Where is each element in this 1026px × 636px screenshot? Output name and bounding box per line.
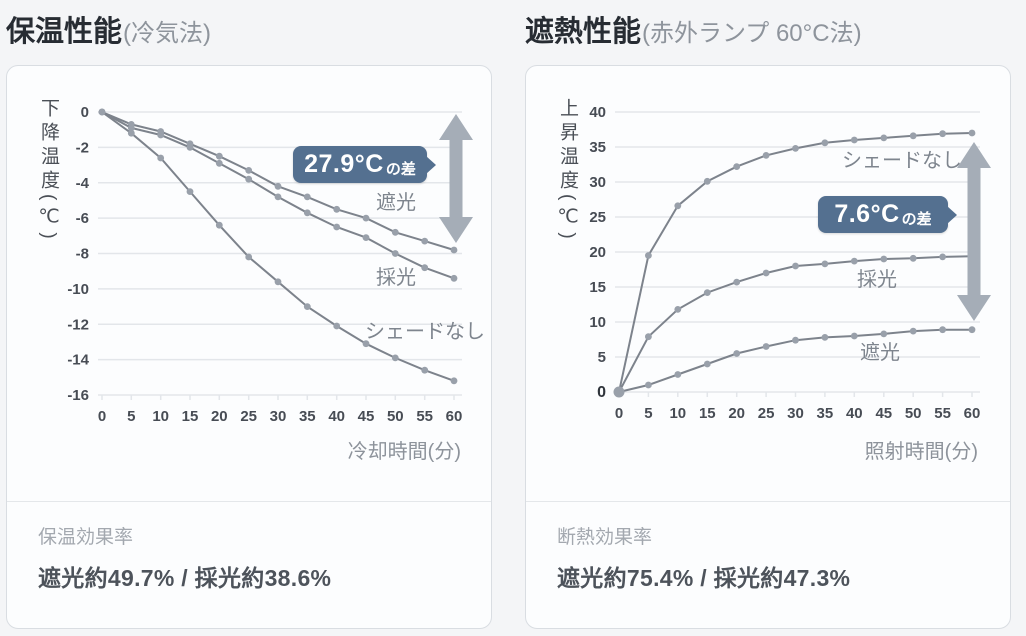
series-1: 採光	[98, 108, 458, 289]
svg-text:15: 15	[699, 405, 716, 422]
difference-arrow-icon	[957, 142, 991, 321]
effect-rate-label: 保温効果率	[38, 527, 134, 548]
svg-text:20: 20	[589, 244, 606, 261]
svg-text:0: 0	[81, 104, 89, 121]
svg-text:-2: -2	[76, 139, 89, 156]
badge-pointer-icon	[426, 155, 436, 174]
difference-suffix: の差	[385, 160, 416, 178]
gridlines	[98, 111, 462, 396]
y-axis-ticks: 0 -2 -4 -6 -8 -10 -12 -14 -16	[67, 104, 89, 404]
series-label: 遮光	[376, 191, 416, 214]
chart-svg: 0 5 10 15 20 25 30 35 40 45 50 55 60 0 -2 -4 -6 -8 -10 -12 -…	[67, 104, 485, 463]
svg-text:55: 55	[934, 405, 951, 422]
difference-arrow-icon	[439, 114, 473, 243]
svg-text:0: 0	[597, 384, 606, 401]
heat-retention-chart: 0 5 10 15 20 25 30 35 40 45 50 55 60 0 -2 -4 -6 -8 -10 -12 -…	[7, 66, 491, 501]
badge-pointer-icon	[947, 205, 957, 224]
svg-text:50: 50	[387, 408, 404, 425]
difference-value: 27.9°C	[304, 150, 384, 178]
series-2: 遮光	[615, 326, 976, 396]
x-axis-ticks: 0 5 10 15 20 25 30 35 40 45 50 55 60	[615, 392, 981, 422]
heat-shielding-card: 0 5 10 15 20 25 30 35 40 45 50 55 60 40 35 30 25 20 15 10 5 0…	[525, 65, 1011, 629]
svg-text:-10: -10	[67, 281, 89, 298]
series-1: 採光	[615, 252, 976, 396]
svg-text:0: 0	[615, 405, 623, 422]
svg-text:-6: -6	[76, 210, 89, 227]
svg-text:40: 40	[846, 405, 863, 422]
series-label: 採光	[376, 266, 416, 289]
heat-shielding-chart-area: 0 5 10 15 20 25 30 35 40 45 50 55 60 40 35 30 25 20 15 10 5 0…	[526, 66, 1010, 501]
difference-suffix: の差	[901, 210, 932, 228]
effect-rate-label: 断熱効果率	[557, 527, 653, 548]
heat-retention-card: 0 5 10 15 20 25 30 35 40 45 50 55 60 0 -2 -4 -6 -8 -10 -12 -…	[6, 65, 492, 629]
svg-text:-8: -8	[76, 246, 89, 263]
svg-text:15: 15	[589, 279, 606, 296]
heat-retention-title: 保温性能 (冷気法)	[6, 8, 492, 54]
heat-retention-chart-area: 0 5 10 15 20 25 30 35 40 45 50 55 60 0 -2 -4 -6 -8 -10 -12 -…	[7, 66, 491, 501]
svg-text:50: 50	[905, 405, 922, 422]
series-label: シェードなし	[365, 321, 485, 343]
x-axis-label: 冷却時間(分)	[348, 440, 461, 463]
svg-text:35: 35	[299, 408, 316, 425]
svg-text:-12: -12	[67, 316, 89, 333]
svg-text:40: 40	[328, 408, 345, 425]
gridlines	[615, 111, 980, 393]
y-axis-title: 上昇温度(℃)	[557, 98, 578, 244]
svg-text:0: 0	[98, 408, 106, 425]
svg-text:35: 35	[589, 139, 606, 156]
svg-text:5: 5	[598, 349, 606, 366]
svg-text:60: 60	[964, 405, 981, 422]
svg-text:25: 25	[758, 405, 775, 422]
svg-text:45: 45	[358, 408, 375, 425]
svg-text:35: 35	[817, 405, 834, 422]
y-axis-ticks: 40 35 30 25 20 15 10 5 0	[589, 104, 606, 401]
series-label: シェードなし	[842, 150, 962, 172]
heat-shielding-footer: 断熱効果率 遮光約75.4% / 採光約47.3%	[526, 501, 1010, 628]
effect-rate-value: 遮光約75.4% / 採光約47.3%	[557, 565, 851, 591]
svg-text:10: 10	[669, 405, 686, 422]
series-0: シェードなし	[615, 129, 976, 396]
origin-dot	[613, 386, 625, 398]
svg-text:30: 30	[787, 405, 804, 422]
svg-text:30: 30	[270, 408, 287, 425]
heat-retention-panel: 保温性能 (冷気法) 0 5 10 15 20 25 30 35 40 45 50 55 60 0 -2 -4…	[6, 6, 492, 629]
svg-text:30: 30	[589, 174, 606, 191]
effect-rate-value: 遮光約49.7% / 採光約38.6%	[38, 565, 332, 591]
svg-text:15: 15	[182, 408, 199, 425]
svg-text:10: 10	[152, 408, 169, 425]
title-main: 遮熱性能	[525, 16, 642, 48]
series-2: シェードなし	[98, 108, 485, 385]
svg-text:-16: -16	[67, 387, 89, 404]
x-axis-label: 照射時間(分)	[865, 440, 978, 463]
svg-text:60: 60	[446, 408, 463, 425]
svg-text:-4: -4	[76, 175, 90, 192]
series-label: 遮光	[860, 341, 900, 364]
difference-badge: 7.6°C の差	[818, 196, 957, 233]
heat-shielding-title: 遮熱性能 (赤外ランプ 60°C法)	[525, 8, 1011, 54]
difference-badge: 27.9°C の差	[293, 146, 436, 183]
x-axis-ticks: 0 5 10 15 20 25 30 35 40 45 50 55 60	[98, 395, 463, 425]
y-axis-title: 下降温度(℃)	[38, 98, 59, 244]
title-method: (赤外ランプ 60°C法)	[642, 20, 862, 47]
svg-text:55: 55	[416, 408, 433, 425]
svg-text:25: 25	[589, 209, 606, 226]
heat-shielding-chart: 0 5 10 15 20 25 30 35 40 45 50 55 60 40 35 30 25 20 15 10 5 0…	[526, 66, 1010, 501]
series-label: 採光	[857, 268, 897, 291]
svg-text:20: 20	[211, 408, 228, 425]
heat-shielding-panel: 遮熱性能 (赤外ランプ 60°C法) 0 5 10 15 20 25 30 35 40 45 50 5…	[525, 6, 1011, 629]
svg-text:10: 10	[589, 314, 606, 331]
svg-text:20: 20	[728, 405, 745, 422]
svg-text:-14: -14	[67, 352, 89, 369]
svg-text:40: 40	[589, 104, 606, 121]
title-method: (冷気法)	[123, 20, 211, 47]
difference-value: 7.6°C	[834, 200, 900, 228]
heat-retention-footer: 保温効果率 遮光約49.7% / 採光約38.6%	[7, 501, 491, 628]
svg-text:45: 45	[875, 405, 892, 422]
svg-text:5: 5	[127, 408, 135, 425]
svg-text:5: 5	[644, 405, 652, 422]
chart-svg: 0 5 10 15 20 25 30 35 40 45 50 55 604035302520151050…	[589, 104, 991, 463]
title-main: 保温性能	[6, 16, 123, 48]
svg-text:25: 25	[240, 408, 257, 425]
